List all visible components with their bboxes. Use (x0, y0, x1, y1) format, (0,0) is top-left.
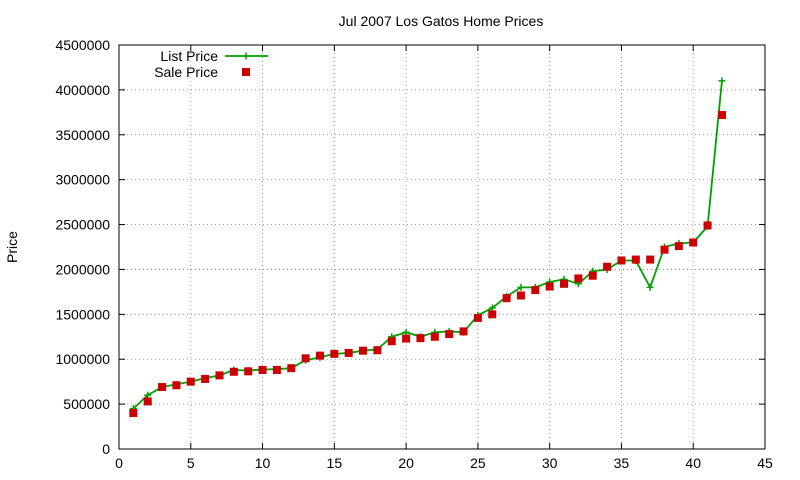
point-sale-price (330, 349, 339, 358)
y-tick-label: 0 (102, 441, 110, 457)
point-sale-price (287, 364, 296, 373)
point-sale-price (445, 330, 454, 339)
point-sale-price (560, 279, 569, 288)
point-list-price (517, 283, 525, 291)
legend-label-sale-price: Sale Price (154, 64, 218, 80)
point-sale-price (545, 282, 554, 291)
axes (118, 44, 766, 450)
point-list-price (646, 283, 654, 291)
y-tick-label: 1000000 (55, 351, 110, 367)
point-sale-price (588, 271, 597, 280)
point-sale-price (186, 377, 195, 386)
point-sale-price (502, 294, 511, 303)
point-sale-price (430, 332, 439, 341)
point-sale-price (301, 354, 310, 363)
point-sale-price (359, 346, 368, 355)
y-tick-label: 500000 (63, 396, 110, 412)
y-tick-label: 3500000 (55, 127, 110, 143)
legend-label-list-price: List Price (160, 48, 218, 64)
x-tick-label: 30 (542, 455, 558, 471)
x-tick-label: 0 (115, 455, 123, 471)
point-sale-price (689, 238, 698, 247)
y-tick-label: 1500000 (55, 306, 110, 322)
legend: List Price Sale Price (154, 48, 268, 80)
point-sale-price (402, 334, 411, 343)
point-sale-price (143, 397, 152, 406)
point-sale-price (717, 111, 726, 120)
point-sale-price (531, 286, 540, 295)
point-sale-price (574, 274, 583, 283)
point-sale-price (129, 409, 138, 418)
point-sale-price (373, 346, 382, 355)
y-tick-label: 3000000 (55, 172, 110, 188)
point-sale-price (344, 348, 353, 357)
tick-marks (118, 44, 766, 450)
point-sale-price (387, 337, 396, 346)
point-sale-price (258, 365, 267, 374)
x-tick-label: 35 (614, 455, 630, 471)
point-list-price (718, 77, 726, 85)
point-sale-price (516, 291, 525, 300)
point-sale-price (315, 351, 324, 360)
point-sale-price (488, 310, 497, 319)
point-sale-price (244, 367, 253, 376)
point-sale-price (473, 313, 482, 322)
legend-marker-sale-price (242, 68, 250, 76)
chart-title: Jul 2007 Los Gatos Home Prices (339, 13, 544, 29)
point-sale-price (660, 245, 669, 254)
legend-marker-list-price (242, 52, 250, 60)
point-sale-price (617, 256, 626, 265)
series-list-price (129, 77, 726, 413)
point-sale-price (201, 374, 210, 383)
point-sale-price (215, 371, 224, 380)
point-sale-price (459, 327, 468, 336)
point-sale-price (272, 365, 281, 374)
point-sale-price (646, 255, 655, 264)
point-sale-price (631, 255, 640, 264)
x-tick-label: 15 (327, 455, 343, 471)
point-sale-price (674, 242, 683, 251)
x-tick-label: 10 (255, 455, 271, 471)
data-series (129, 77, 726, 418)
y-axis-label: Price (4, 231, 20, 263)
point-sale-price (703, 221, 712, 230)
x-tick-label: 20 (398, 455, 414, 471)
series-sale-price (129, 111, 726, 418)
y-tick-label: 2500000 (55, 217, 110, 233)
point-sale-price (416, 334, 425, 343)
x-tick-label: 5 (187, 455, 195, 471)
point-sale-price (158, 383, 167, 392)
y-tick-label: 4000000 (55, 82, 110, 98)
plot-frame (118, 44, 766, 450)
x-tick-label: 40 (685, 455, 701, 471)
point-sale-price (229, 367, 238, 376)
y-tick-label: 4500000 (55, 37, 110, 53)
y-tick-label: 2000000 (55, 261, 110, 277)
point-sale-price (603, 262, 612, 271)
point-sale-price (172, 381, 181, 390)
x-tick-label: 25 (470, 455, 486, 471)
tick-labels: 0 5 10 15 20 25 30 35 40 45 0 500000 1000000 1500000 2… (55, 37, 773, 471)
x-tick-label: 45 (757, 455, 773, 471)
